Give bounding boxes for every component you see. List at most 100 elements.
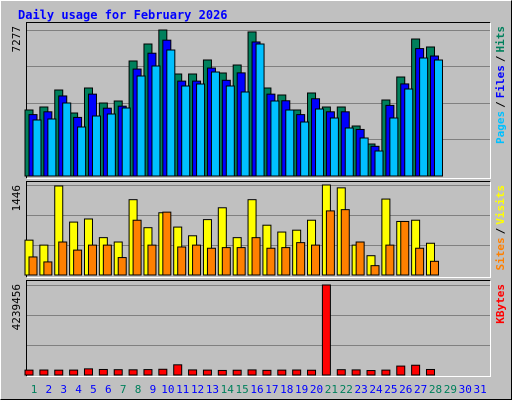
bar xyxy=(400,220,410,276)
legend-separator: / xyxy=(494,55,507,62)
x-tick-label: 15 xyxy=(236,383,249,396)
bar xyxy=(321,284,331,376)
bar xyxy=(87,244,97,276)
bar xyxy=(292,369,302,376)
bar xyxy=(121,107,131,177)
x-tick-label: 8 xyxy=(135,383,142,396)
bar xyxy=(177,246,187,276)
x-tick-label: 3 xyxy=(60,383,67,396)
bar xyxy=(47,118,57,177)
x-tick-label: 7 xyxy=(120,383,127,396)
bar xyxy=(359,137,369,177)
x-tick-label: 14 xyxy=(221,383,235,396)
bar xyxy=(132,219,142,276)
x-tick-label: 13 xyxy=(206,383,219,396)
bar xyxy=(106,113,116,177)
x-tick-label: 6 xyxy=(105,383,112,396)
x-tick-label: 23 xyxy=(355,383,368,396)
bar xyxy=(411,364,421,376)
bar xyxy=(128,369,138,376)
x-tick-label: 24 xyxy=(369,383,383,396)
x-tick-label: 10 xyxy=(161,383,174,396)
bar xyxy=(173,364,183,376)
bar xyxy=(425,368,435,376)
legend: Pages / Files / Hits xyxy=(494,26,507,144)
bar xyxy=(255,43,265,177)
legend-separator: / xyxy=(494,227,507,234)
bar xyxy=(221,247,231,276)
x-tick-label: 12 xyxy=(191,383,204,396)
bar xyxy=(419,57,429,177)
x-tick-label: 1 xyxy=(31,383,38,396)
bar xyxy=(77,126,87,177)
x-tick-label: 18 xyxy=(280,383,293,396)
bar xyxy=(385,244,395,276)
bar xyxy=(62,102,72,177)
legend-separator: / xyxy=(494,101,507,108)
x-tick-label: 31 xyxy=(473,383,486,396)
bar xyxy=(206,247,216,276)
x-tick-label: 19 xyxy=(295,383,308,396)
x-tick-label: 5 xyxy=(90,383,97,396)
bar xyxy=(351,369,361,376)
bar xyxy=(366,370,376,376)
bar xyxy=(151,65,161,177)
bar xyxy=(247,369,257,376)
bar xyxy=(39,369,49,376)
bar xyxy=(336,369,346,376)
bar xyxy=(73,249,83,276)
x-tick-label: 28 xyxy=(429,383,442,396)
x-tick-label: 9 xyxy=(150,383,157,396)
x-tick-label: 26 xyxy=(399,383,412,396)
x-tick-label: 21 xyxy=(325,383,338,396)
x-tick-label: 11 xyxy=(176,383,189,396)
legend-entry: Pages xyxy=(494,111,507,144)
bar xyxy=(158,368,168,376)
bar xyxy=(285,109,295,177)
bar xyxy=(181,85,191,177)
bar xyxy=(311,244,321,276)
bar xyxy=(236,247,246,276)
bar xyxy=(32,119,42,177)
bar xyxy=(315,108,325,177)
bar xyxy=(117,257,127,276)
bar xyxy=(396,365,406,376)
bar xyxy=(54,369,64,376)
bar xyxy=(251,237,261,276)
bar xyxy=(210,71,220,177)
legend-entry: KBytes xyxy=(494,284,507,324)
bar xyxy=(300,121,310,177)
bar xyxy=(162,211,172,276)
panel-border-dark xyxy=(26,280,491,377)
bar xyxy=(69,369,79,376)
bar xyxy=(98,368,108,376)
bar xyxy=(270,100,280,177)
bar xyxy=(147,244,157,276)
bar xyxy=(307,369,317,376)
y-tick-label: 7277 xyxy=(10,26,23,53)
bar xyxy=(370,265,380,276)
x-tick-label: 20 xyxy=(310,383,323,396)
bar xyxy=(240,91,250,177)
bar xyxy=(329,117,339,177)
bar xyxy=(232,369,242,376)
bar xyxy=(58,241,68,276)
bar xyxy=(91,115,101,177)
x-tick-label: 16 xyxy=(250,383,263,396)
x-tick-label: 22 xyxy=(340,383,353,396)
bar xyxy=(43,261,53,276)
x-tick-label: 25 xyxy=(384,383,397,396)
x-tick-label: 27 xyxy=(414,383,427,396)
bar xyxy=(192,244,202,276)
bar xyxy=(202,369,212,376)
bar xyxy=(325,210,335,276)
legend-entry: Visits xyxy=(494,185,507,225)
bar xyxy=(355,241,365,276)
bar xyxy=(166,49,176,177)
panel-border-light xyxy=(26,181,491,278)
legend: Sites / Visits xyxy=(494,185,507,271)
legend-entry: Sites xyxy=(494,237,507,270)
panel-border-light xyxy=(26,280,491,377)
x-tick-label: 4 xyxy=(75,383,82,396)
